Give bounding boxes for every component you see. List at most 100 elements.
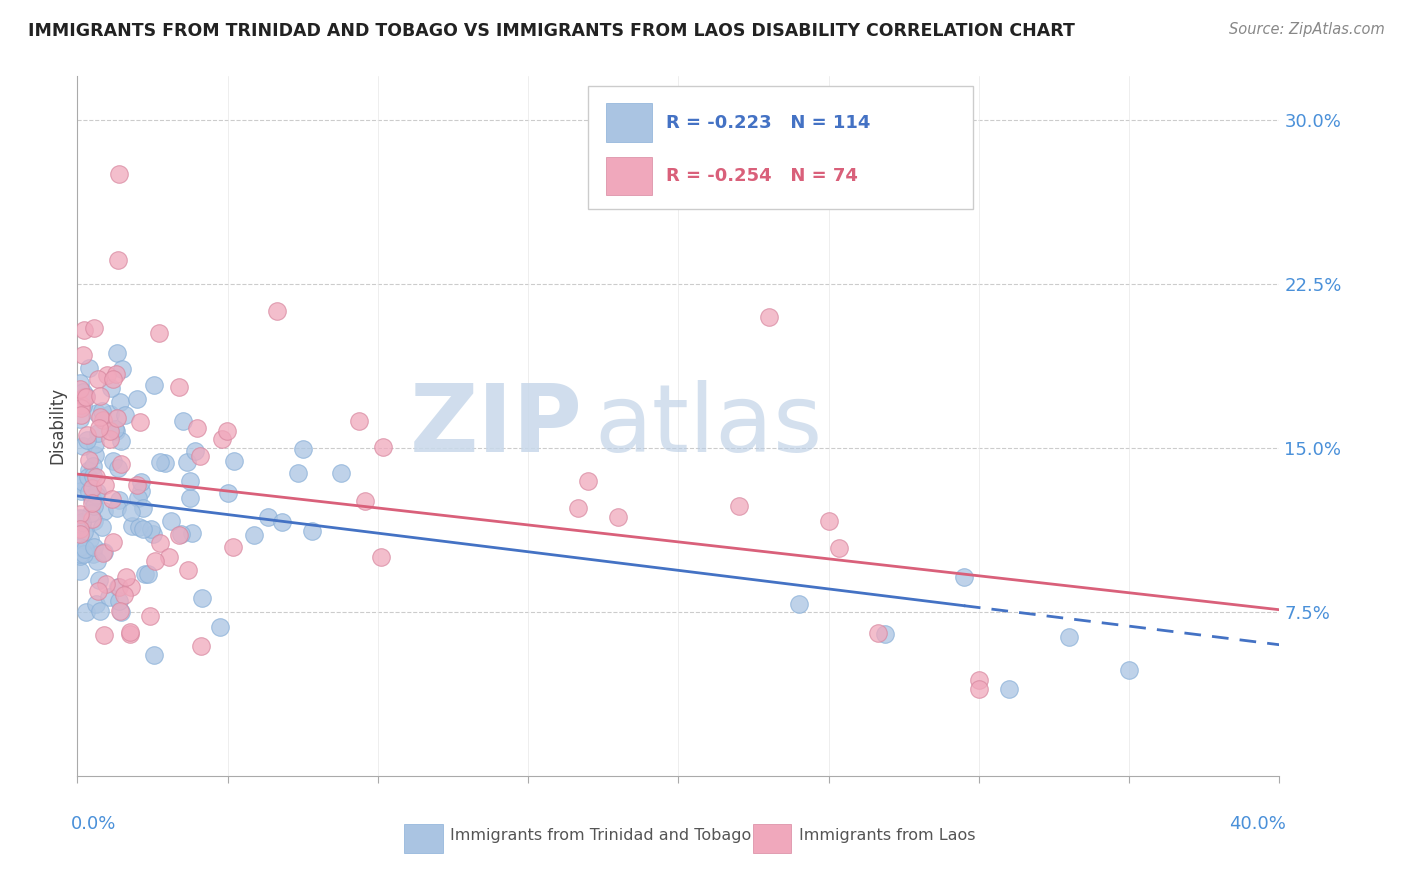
Point	[160, 514, 183, 528]
Point	[177, 563, 200, 577]
Point	[866, 626, 889, 640]
Point	[86, 372, 108, 386]
Point	[114, 570, 136, 584]
Point	[266, 303, 288, 318]
Point	[108, 394, 131, 409]
Point	[69, 516, 91, 531]
Point	[180, 526, 202, 541]
Point	[149, 455, 172, 469]
Point	[75, 389, 97, 403]
Point	[139, 522, 162, 536]
Point	[83, 499, 105, 513]
Point	[101, 492, 124, 507]
Point	[108, 492, 131, 507]
Point	[120, 505, 142, 519]
Point	[87, 425, 110, 440]
Point	[111, 362, 134, 376]
Point	[127, 491, 149, 505]
Point	[84, 597, 107, 611]
Point	[82, 547, 104, 561]
Point	[301, 524, 323, 539]
Point	[291, 442, 314, 457]
Text: Source: ZipAtlas.com: Source: ZipAtlas.com	[1229, 22, 1385, 37]
Point	[142, 378, 165, 392]
Point	[82, 491, 104, 505]
Point	[354, 494, 377, 508]
Point	[86, 488, 108, 502]
Point	[83, 540, 105, 554]
Point	[105, 424, 128, 438]
Point	[76, 433, 98, 447]
Point	[69, 475, 91, 490]
Point	[1118, 663, 1140, 677]
Point	[172, 414, 194, 428]
Point	[134, 567, 156, 582]
Text: 40.0%: 40.0%	[1229, 814, 1285, 832]
Point	[179, 474, 201, 488]
Point	[69, 376, 91, 390]
Point	[120, 626, 142, 640]
Point	[73, 323, 96, 337]
Point	[112, 588, 135, 602]
Point	[211, 432, 233, 446]
Point	[217, 486, 239, 500]
Point	[967, 681, 990, 696]
Text: IMMIGRANTS FROM TRINIDAD AND TOBAGO VS IMMIGRANTS FROM LAOS DISABILITY CORRELATI: IMMIGRANTS FROM TRINIDAD AND TOBAGO VS I…	[28, 22, 1076, 40]
Point	[287, 466, 309, 480]
Point	[94, 478, 117, 492]
Point	[69, 547, 91, 561]
Point	[121, 518, 143, 533]
Point	[125, 477, 148, 491]
Point	[69, 382, 91, 396]
Point	[73, 547, 96, 561]
FancyBboxPatch shape	[606, 103, 652, 142]
Point	[77, 463, 100, 477]
Point	[98, 424, 121, 438]
Point	[373, 440, 395, 454]
Point	[727, 499, 749, 513]
Point	[84, 448, 107, 462]
Point	[222, 541, 245, 555]
Point	[108, 167, 131, 181]
Point	[77, 484, 100, 499]
Point	[75, 390, 97, 404]
Point	[224, 454, 246, 468]
Point	[80, 481, 103, 495]
Point	[86, 484, 108, 499]
Point	[69, 549, 91, 563]
Point	[107, 461, 129, 475]
Point	[100, 432, 122, 446]
Point	[128, 520, 150, 534]
Point	[607, 510, 630, 524]
Point	[70, 408, 93, 422]
Point	[91, 520, 114, 534]
Point	[176, 455, 198, 469]
Point	[107, 252, 129, 267]
Point	[89, 604, 111, 618]
Point	[72, 439, 94, 453]
Point	[69, 512, 91, 526]
Text: Immigrants from Trinidad and Tobago: Immigrants from Trinidad and Tobago	[450, 828, 751, 843]
Point	[93, 546, 115, 560]
Point	[72, 399, 94, 413]
Point	[76, 469, 98, 483]
FancyBboxPatch shape	[754, 823, 792, 853]
Point	[120, 580, 142, 594]
Point	[125, 392, 148, 407]
Point	[967, 673, 990, 687]
Point	[186, 421, 208, 435]
Point	[72, 515, 94, 529]
Point	[142, 527, 165, 541]
Point	[72, 385, 94, 400]
Point	[83, 514, 105, 528]
Point	[129, 475, 152, 490]
Point	[132, 522, 155, 536]
Point	[82, 512, 104, 526]
Point	[184, 443, 207, 458]
Point	[129, 415, 152, 429]
Point	[108, 593, 131, 607]
Point	[79, 532, 101, 546]
Point	[76, 428, 98, 442]
Text: R = -0.223   N = 114: R = -0.223 N = 114	[666, 114, 870, 132]
Text: ZIP: ZIP	[409, 380, 582, 472]
